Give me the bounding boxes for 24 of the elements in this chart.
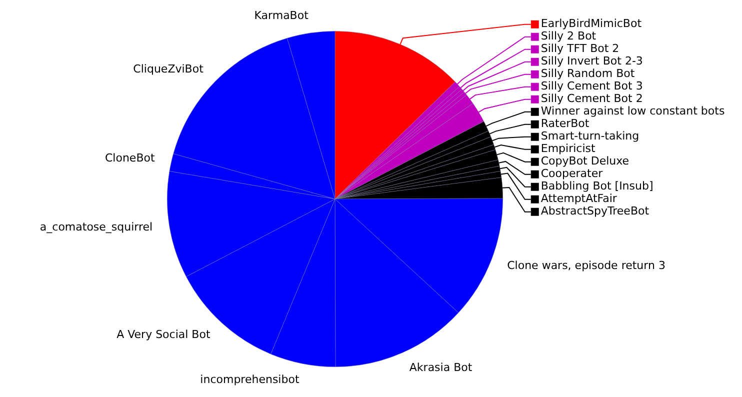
- legend-label: AbstractSpyTreeBot: [540, 204, 650, 218]
- legend-label: Smart-turn-taking: [540, 130, 640, 143]
- legend-label: CopyBot Deluxe: [540, 154, 630, 168]
- legend-label: Empiricist: [540, 142, 596, 156]
- slice-label: Akrasia Bot: [409, 360, 473, 374]
- legend-label: Silly TFT Bot 2: [540, 42, 620, 56]
- legend-label: RaterBot: [540, 117, 590, 130]
- slice-label: Clone wars, episode return 3: [507, 258, 666, 272]
- slice-label: CliqueZviBot: [133, 62, 204, 76]
- slice-label: KarmaBot: [254, 9, 310, 22]
- legend-label: Silly Cement Bot 2: [540, 92, 643, 106]
- legend-label: EarlyBirdMimicBot: [540, 17, 642, 30]
- legend-label: Babbling Bot [Insub]: [540, 180, 654, 193]
- legend-label: Silly Invert Bot 2-3: [540, 54, 643, 68]
- slice-label: incomprehensibot: [200, 373, 300, 386]
- slice-label: CloneBot: [104, 152, 156, 165]
- slice-label: A Very Social Bot: [116, 328, 211, 342]
- legend-label: Silly Cement Bot 3: [540, 80, 643, 93]
- legend-label: AttemptAtFair: [540, 192, 618, 206]
- legend-label: Cooperater: [540, 167, 604, 180]
- legend-label: Winner against low constant bots: [540, 104, 725, 118]
- legend-label: Silly 2 Bot: [540, 30, 597, 43]
- legend-label: Silly Random Bot: [540, 67, 636, 80]
- slice-label: a_comatose_squirrel: [40, 220, 153, 234]
